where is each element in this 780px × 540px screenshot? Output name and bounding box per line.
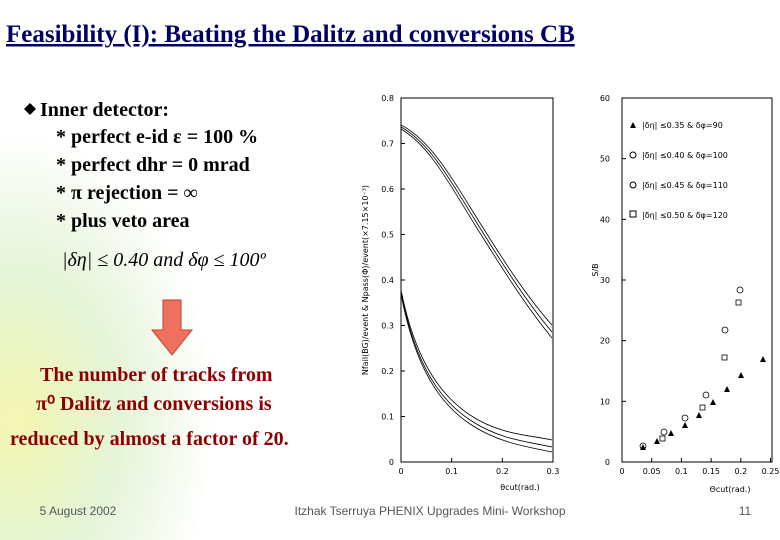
y-tick-label: 10 — [600, 397, 610, 406]
x-tick-label: 0.05 — [643, 467, 661, 476]
legend-label: |δη| ≤0.50 & δφ=120 — [642, 211, 728, 220]
y-tick-label: 30 — [600, 276, 610, 285]
bullet-item: * plus veto area — [56, 210, 190, 232]
legend-symbol — [629, 151, 637, 159]
y-tick-label: 0 — [605, 458, 610, 467]
caption-line: π⁰ Dalitz and conversions is — [36, 393, 272, 415]
curves — [400, 124, 553, 453]
x-tick-label: 0.2 — [734, 467, 747, 476]
y-tick-label: 0.6 — [381, 185, 394, 194]
legend-label: |δη| ≤0.35 & δφ=90 — [642, 121, 723, 130]
condition: |δη| ≤ 0.40 and δφ ≤ 100º — [62, 249, 267, 271]
footer-author: Itzhak Tserruya PHENIX Upgrades Mini- Wo… — [295, 504, 566, 518]
y-tick-label: 60 — [600, 94, 610, 103]
y-tick-label: 0.3 — [381, 322, 394, 331]
bullet-marker — [24, 103, 36, 115]
x-axis-label: θcut(rad.) — [500, 483, 540, 492]
y-tick-label: 20 — [600, 337, 610, 346]
x-tick-label: 0 — [619, 467, 624, 476]
y-axis-label: Nfail(BG)/event & Npass(Φ)/event(×7.15×1… — [361, 185, 370, 375]
bullet-item: * perfect dhr = 0 mrad — [56, 154, 250, 176]
title: Feasibility (I): Beating the Dalitz and … — [6, 21, 575, 48]
legend-symbol — [629, 181, 637, 189]
x-tick-label: 0 — [398, 467, 403, 476]
arrow — [150, 299, 194, 356]
bullet-item: * perfect e-id ε = 100 % — [56, 126, 258, 148]
y-tick-label: 0.1 — [381, 413, 394, 422]
markers — [639, 286, 744, 450]
y-tick-label: 0 — [389, 458, 394, 467]
legend: |δη| ≤0.35 & δφ=90 |δη| ≤0.40 & δφ=100 |… — [629, 121, 728, 220]
x-axis-label: Θcut(rad.) — [710, 485, 751, 494]
x-tick-label: 0.2 — [496, 467, 509, 476]
legend-symbol — [630, 122, 636, 128]
y-tick-label: 0.7 — [381, 140, 394, 149]
bullet-item: * π rejection = ∞ — [56, 182, 198, 204]
x-tick-label: 0.1 — [675, 467, 688, 476]
y-tick-label: 0.4 — [381, 276, 394, 285]
footer-date: 5 August 2002 — [40, 504, 117, 518]
footer-page: 11 — [739, 504, 752, 518]
y-tick-label: 40 — [600, 215, 610, 224]
x-tick-label: 0.1 — [445, 467, 458, 476]
caption-line: reduced by almost a factor of 20. — [10, 428, 289, 450]
x-tick-label: 0.3 — [547, 467, 560, 476]
y-tick-label: 50 — [600, 155, 610, 164]
legend-label: |δη| ≤0.40 & δφ=100 — [642, 151, 728, 160]
legend-label: |δη| ≤0.45 & δφ=110 — [642, 181, 728, 190]
y-tick-label: 0.2 — [381, 367, 394, 376]
x-tick-label: 0.25 — [762, 467, 780, 476]
y-tick-label: 0.8 — [381, 94, 394, 103]
y-tick-label: 0.5 — [381, 231, 394, 240]
bullet-heading: Inner detector: — [40, 99, 169, 121]
caption-line: The number of tracks from — [40, 364, 273, 386]
x-tick-label: 0.15 — [702, 467, 720, 476]
legend-symbol — [629, 210, 637, 218]
y-axis-label: S/B — [591, 263, 600, 276]
